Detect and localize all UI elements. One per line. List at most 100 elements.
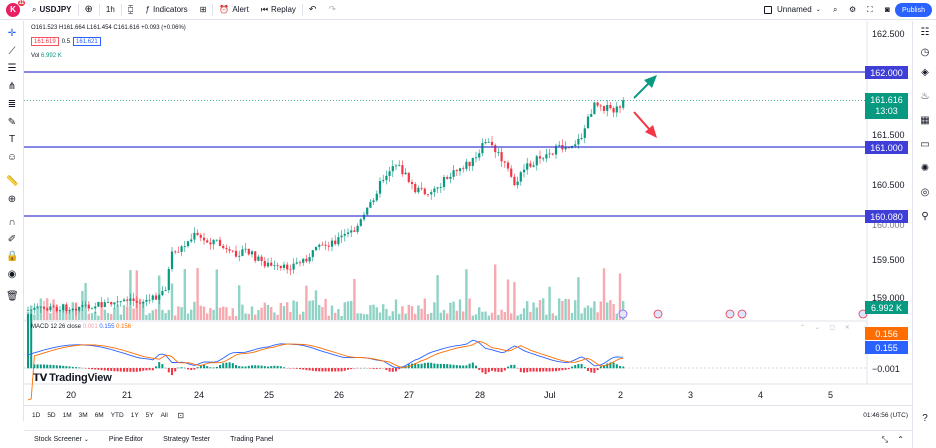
fib-retracement-icon[interactable]: ≣ [7,99,17,110]
indicators-button[interactable]: ƒ Indicators [140,0,194,20]
undo-button[interactable]: ↶ [303,0,323,20]
macd-hist-bar [542,368,545,372]
macd-hist-bar [94,368,97,370]
interval-button[interactable]: 1h [100,0,121,20]
volume-bar [506,279,510,320]
candle-body [474,157,478,159]
current-price: 161.616 [870,95,903,105]
ruler-icon[interactable]: 📏 [6,176,19,187]
volume-bar [449,302,452,320]
publish-button[interactable]: Publish [895,3,932,17]
volume-bar [353,278,356,320]
help-icon[interactable]: ? [922,413,928,424]
period-3m[interactable]: 3M [78,412,88,419]
candle-body [186,241,190,247]
time-axis[interactable]: 20 21 24 25 26 27 28 Jul 2 3 4 5 [24,384,867,404]
macd-hist-bar [478,368,481,370]
tab-stock-screener[interactable]: Stock Screener ⌄ [34,436,89,443]
spread-value: 0.5 [61,38,71,45]
lock-drawings-icon[interactable]: ✐ [7,234,17,245]
candle-body [308,257,311,262]
period-ytd[interactable]: YTD [110,412,124,419]
buy-button[interactable]: 161.621 [73,37,101,46]
magnet-icon[interactable]: ∩ [8,217,16,228]
tv-mark-icon: 𝗧𝗩 [33,373,48,384]
tab-trading-panel[interactable]: Trading Panel [230,436,273,443]
candle-body [599,105,602,107]
period-all[interactable]: All [160,412,168,419]
volume-bar [282,306,286,320]
volume-bar [561,300,564,320]
flame-icon[interactable]: ♨ [920,91,930,102]
emoji-icon[interactable]: ☺ [6,152,18,163]
crosshair-icon[interactable]: ✛ [7,28,17,39]
watchlist-icon[interactable]: ☷ [920,27,930,38]
macd-hist-bar [513,364,516,369]
candle-body [455,170,458,172]
volume-bar [174,315,177,320]
replay-button[interactable]: ⏮ Replay [255,0,302,20]
snapshot-button[interactable]: ◙ [879,0,896,20]
sell-button[interactable]: 161.619 [31,37,59,46]
tab-pine-editor[interactable]: Pine Editor [109,436,143,443]
macd-hist-bar [222,363,225,369]
bar-style-button[interactable]: ⧮ [122,0,140,20]
period-1y[interactable]: 1Y [130,412,139,419]
redo-button[interactable]: ↷ [322,0,342,20]
period-5d[interactable]: 5D [47,412,56,419]
compare-button[interactable]: ⊕ [79,0,99,20]
quick-search-button[interactable]: ⌕ [827,0,843,20]
macd-hist-bar [247,365,250,369]
candle-body [68,309,71,312]
macd-hist-bar [209,367,212,369]
period-1d[interactable]: 1D [32,412,41,419]
macd-hist-bar [529,368,532,372]
collapse-panel-icon[interactable]: ⤡ [881,434,888,444]
macd-hist-bar [75,367,77,369]
bell-icon[interactable]: ⚲ [921,211,929,222]
macd-hist-bar [606,363,609,369]
pane-controls[interactable]: ⌃ ⌄ ▢ ✕ [800,325,854,331]
text-icon[interactable]: T [8,134,16,145]
trash-icon[interactable]: 🗑 [6,291,19,302]
period-5y[interactable]: 5Y [145,412,154,419]
tab-strategy-tester[interactable]: Strategy Tester [163,436,210,443]
date-range-icon[interactable]: ⊡ [177,411,185,420]
signal-icon[interactable]: ◎ [920,187,930,198]
candle-body [215,239,218,241]
settings-button[interactable]: ⚙ [843,0,862,20]
maximize-panel-icon[interactable]: ⌃ [897,435,904,444]
layout-button[interactable]: Unnamed ⌄ [758,0,827,20]
lock-icon[interactable]: 🔒 [6,251,19,262]
volume-bar [439,312,442,320]
trend-line-icon[interactable]: ⟋ [8,46,16,57]
candle-body [148,299,151,301]
pitchfork-icon[interactable]: ⋔ [7,81,17,92]
fullscreen-button[interactable]: ⛶ [861,0,879,20]
candle-body [564,147,567,150]
zoom-in-icon[interactable]: ⊕ [7,194,17,205]
symbol-search[interactable]: ⌕ USDJPY [26,0,78,20]
templates-button[interactable]: ⊞ [194,0,213,20]
volume-bar [366,314,369,320]
ideas-icon[interactable]: ✺ [920,163,930,174]
volume-bar [618,273,622,320]
period-6m[interactable]: 6M [94,412,104,419]
macd-hist-bar [254,365,257,369]
volume-bar [186,313,190,320]
eye-icon[interactable]: ◉ [7,269,17,280]
period-1m[interactable]: 1M [62,412,72,419]
alert-button[interactable]: ⏰ Alert [213,0,254,20]
chat-icon[interactable]: ▭ [920,139,930,150]
layers-icon[interactable]: ◈ [921,67,929,78]
alerts-clock-icon[interactable]: ◷ [920,47,930,58]
horizontal-lines-icon[interactable]: ☰ [7,63,17,74]
candle-body [260,256,263,262]
macd-hist-bar [535,368,538,372]
calendar-icon[interactable]: ▦ [920,115,930,126]
timezone-clock[interactable]: 01:46:56 (UTC) [863,412,908,419]
brush-icon[interactable]: ✎ [7,117,17,128]
user-avatar[interactable]: K 11 [6,0,25,17]
candle-body [484,142,487,144]
search-icon: ⌕ [833,4,838,14]
